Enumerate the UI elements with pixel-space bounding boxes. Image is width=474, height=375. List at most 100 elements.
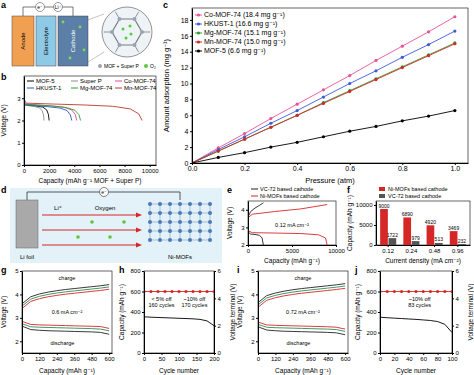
y-axis-tick-label: 0	[17, 162, 21, 168]
y-axis-tick: 2	[241, 242, 248, 248]
plot: 02000400060008000100000123Capacity (mAh …	[0, 76, 159, 185]
y-axis-tick: 2	[17, 118, 24, 124]
legend-swatch	[27, 81, 34, 82]
marker	[212, 290, 214, 293]
oxygen-dot	[108, 235, 112, 239]
mof-node	[110, 30, 114, 34]
oxygen-dot	[69, 57, 72, 60]
key-swatch	[144, 64, 148, 68]
y-axis-tick-label: 3	[251, 315, 255, 321]
panel: e0500010000234Capacity (mAh g⁻¹)Voltage …	[226, 185, 346, 265]
lattice-node	[158, 220, 162, 224]
y-axis-tick-mark	[190, 99, 192, 100]
legend-label: HKUST-1	[36, 85, 62, 91]
y-axis-tick-label: 4	[241, 207, 245, 213]
y-axis-tick-label: 3	[15, 315, 19, 321]
x-axis-tick: 8000	[118, 165, 132, 174]
lattice-node	[148, 229, 152, 233]
key-swatch	[98, 64, 102, 68]
series-line	[248, 203, 263, 245]
legend-swatch	[379, 187, 385, 191]
x-axis-tick-label: 40	[406, 356, 413, 362]
lattice-node	[188, 229, 192, 233]
x-axis-tick: 40	[406, 353, 413, 362]
y2-axis-tick-label: 6	[456, 268, 460, 274]
y-axis: 0123	[17, 77, 24, 169]
x-axis-line	[249, 245, 337, 246]
ion-arrow-head	[136, 213, 142, 218]
marker	[453, 109, 456, 112]
marker	[401, 66, 404, 69]
y-axis-tick-label: 400	[366, 309, 377, 315]
y2-axis-line	[214, 272, 215, 354]
bar	[389, 238, 397, 245]
lattice-node	[148, 211, 152, 215]
marks	[192, 15, 456, 163]
plot-frame	[24, 76, 156, 165]
key-label: MOF + Super P	[104, 63, 140, 69]
carrier-label: e⁻	[101, 189, 107, 195]
x-axis-tick: 0.4	[293, 163, 303, 172]
y-axis-tick-label: 18	[181, 17, 189, 24]
x-axis-tick: 0	[143, 353, 147, 362]
y-axis-tick-mark	[142, 292, 144, 293]
x-axis-tick-mark	[74, 353, 75, 355]
lattice-node	[208, 238, 212, 242]
legend-marker	[197, 40, 200, 43]
y2-axis-tick-mark	[452, 298, 454, 299]
y-axis-tick: 0	[17, 162, 24, 168]
panel: h05010015020002460200400600800Cycle numb…	[118, 265, 237, 375]
x-axis-tick: 0.24	[406, 245, 418, 254]
y2-axis-line	[452, 272, 453, 354]
y-axis-tick: 200	[130, 330, 144, 336]
marker	[269, 126, 272, 129]
ion-arrow	[42, 230, 136, 231]
lattice-node	[168, 238, 172, 242]
x-axis-tick: 60	[420, 353, 427, 362]
legend-label: Ni-MOFs based cathode	[388, 186, 448, 192]
y2-axis: 0246	[452, 268, 460, 356]
y-axis-tick-label: 2	[15, 339, 19, 345]
marker	[427, 53, 430, 56]
x-axis-tick: 50	[159, 353, 166, 362]
diagram-a: aAnodeElectrolyteCathodee⁻Li⁺MOF + Super…	[1, 0, 156, 69]
annotation: 0.6 mA cm⁻²	[52, 309, 83, 315]
legend-label: MOF-5	[36, 78, 55, 84]
legend-label: Mn-MOF-74	[124, 85, 157, 91]
marker	[348, 82, 351, 85]
legend-swatch	[115, 88, 122, 89]
lattice-node	[178, 238, 182, 242]
y2-axis-tick: 2	[452, 323, 460, 329]
x-axis-tick-mark	[49, 165, 50, 167]
x-axis-tick: 0	[257, 353, 261, 362]
panel-label: f	[347, 185, 351, 195]
bar	[403, 217, 411, 245]
panel: g01202403604806002345Capacity (mAh g⁻¹)V…	[0, 265, 115, 375]
marker	[296, 114, 299, 117]
marker	[170, 290, 173, 293]
y-axis-tick-label: 800	[366, 268, 377, 274]
y-axis-tick-mark	[190, 20, 192, 21]
mof-zoom	[102, 7, 152, 57]
x-axis-tick-mark	[388, 245, 389, 247]
series-line	[192, 17, 455, 163]
y-axis-tick: 0	[137, 350, 144, 356]
x-axis: 0.120.240.480.96	[377, 245, 471, 254]
marker	[348, 90, 351, 93]
annotation: discharge	[51, 340, 75, 346]
marker	[269, 122, 272, 125]
marker	[422, 290, 425, 293]
x-axis-title: Cycle number	[159, 367, 200, 375]
x-axis-tick: 0.12	[382, 245, 394, 254]
marker	[386, 290, 389, 293]
marker	[407, 290, 410, 293]
x-axis-tick-mark	[310, 353, 311, 355]
x-axis-line	[377, 245, 471, 246]
y-axis-tick-mark	[190, 84, 192, 85]
series-line	[144, 317, 214, 326]
x-axis-tick-label: 10000	[142, 168, 159, 174]
y-axis-tick-label: 4	[251, 292, 255, 298]
y-axis-tick: 3	[15, 315, 22, 321]
marker	[269, 146, 272, 149]
oxygen-dot	[122, 220, 126, 224]
